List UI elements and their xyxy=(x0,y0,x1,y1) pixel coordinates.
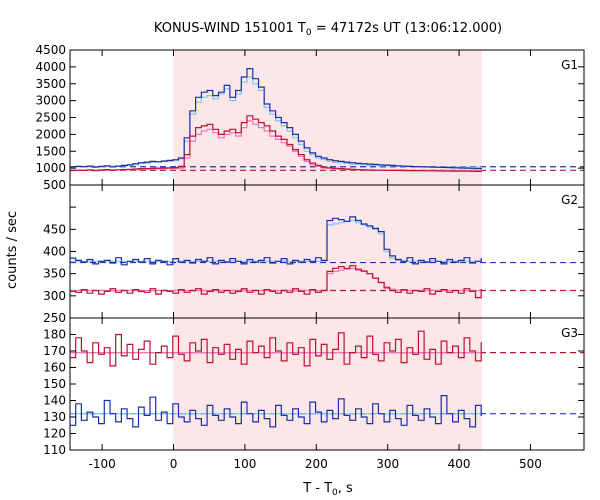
y-axis-label: counts / sec xyxy=(5,211,20,289)
y-tick-label: 250 xyxy=(43,311,66,325)
y-tick-label: 1500 xyxy=(35,144,66,158)
y-tick-label: 120 xyxy=(43,427,66,441)
y-tick-label: 140 xyxy=(43,394,66,408)
series-line xyxy=(70,216,482,266)
chart-title: KONUS-WIND 151001 T0 = 47172s UT (13:06:… xyxy=(154,21,502,38)
x-tick-label: 400 xyxy=(448,457,471,471)
panel-label: G2 xyxy=(561,193,578,207)
series-line xyxy=(70,267,482,292)
series-line xyxy=(70,395,482,428)
x-tick-label: 500 xyxy=(519,457,542,471)
y-tick-label: 350 xyxy=(43,267,66,281)
y-tick-label: 180 xyxy=(43,328,66,342)
highlight-interval xyxy=(173,185,482,318)
highlight-interval xyxy=(173,318,482,450)
y-tick-label: 2000 xyxy=(35,127,66,141)
panel-label: G3 xyxy=(561,326,578,340)
panel-label: G1 xyxy=(561,58,578,72)
y-tick-label: 1000 xyxy=(35,161,66,175)
y-tick-label: 300 xyxy=(43,289,66,303)
x-tick-label: -100 xyxy=(89,457,116,471)
y-tick-label: 160 xyxy=(43,361,66,375)
y-tick-label: 2500 xyxy=(35,111,66,125)
y-tick-label: 150 xyxy=(43,377,66,391)
x-tick-label: 300 xyxy=(376,457,399,471)
series-line xyxy=(70,330,482,367)
series-line xyxy=(70,115,482,172)
y-tick-label: 4000 xyxy=(35,60,66,74)
y-tick-label: 3500 xyxy=(35,77,66,91)
series-line xyxy=(70,68,482,170)
highlight-interval xyxy=(173,50,482,185)
x-axis-label: T - T0, s xyxy=(302,481,353,498)
x-tick-label: 100 xyxy=(233,457,256,471)
y-tick-label: 450 xyxy=(43,222,66,236)
x-tick-label: 200 xyxy=(305,457,328,471)
y-tick-label: 4500 xyxy=(35,43,66,57)
y-tick-label: 130 xyxy=(43,410,66,424)
y-tick-label: 500 xyxy=(43,178,66,192)
y-tick-label: 110 xyxy=(43,443,66,457)
series-line xyxy=(70,265,482,299)
y-tick-label: 3000 xyxy=(35,94,66,108)
x-tick-label: 0 xyxy=(170,457,178,471)
y-tick-label: 400 xyxy=(43,245,66,259)
y-tick-label: 170 xyxy=(43,344,66,358)
panels: 50010001500200025003000350040004500G1250… xyxy=(35,43,585,471)
